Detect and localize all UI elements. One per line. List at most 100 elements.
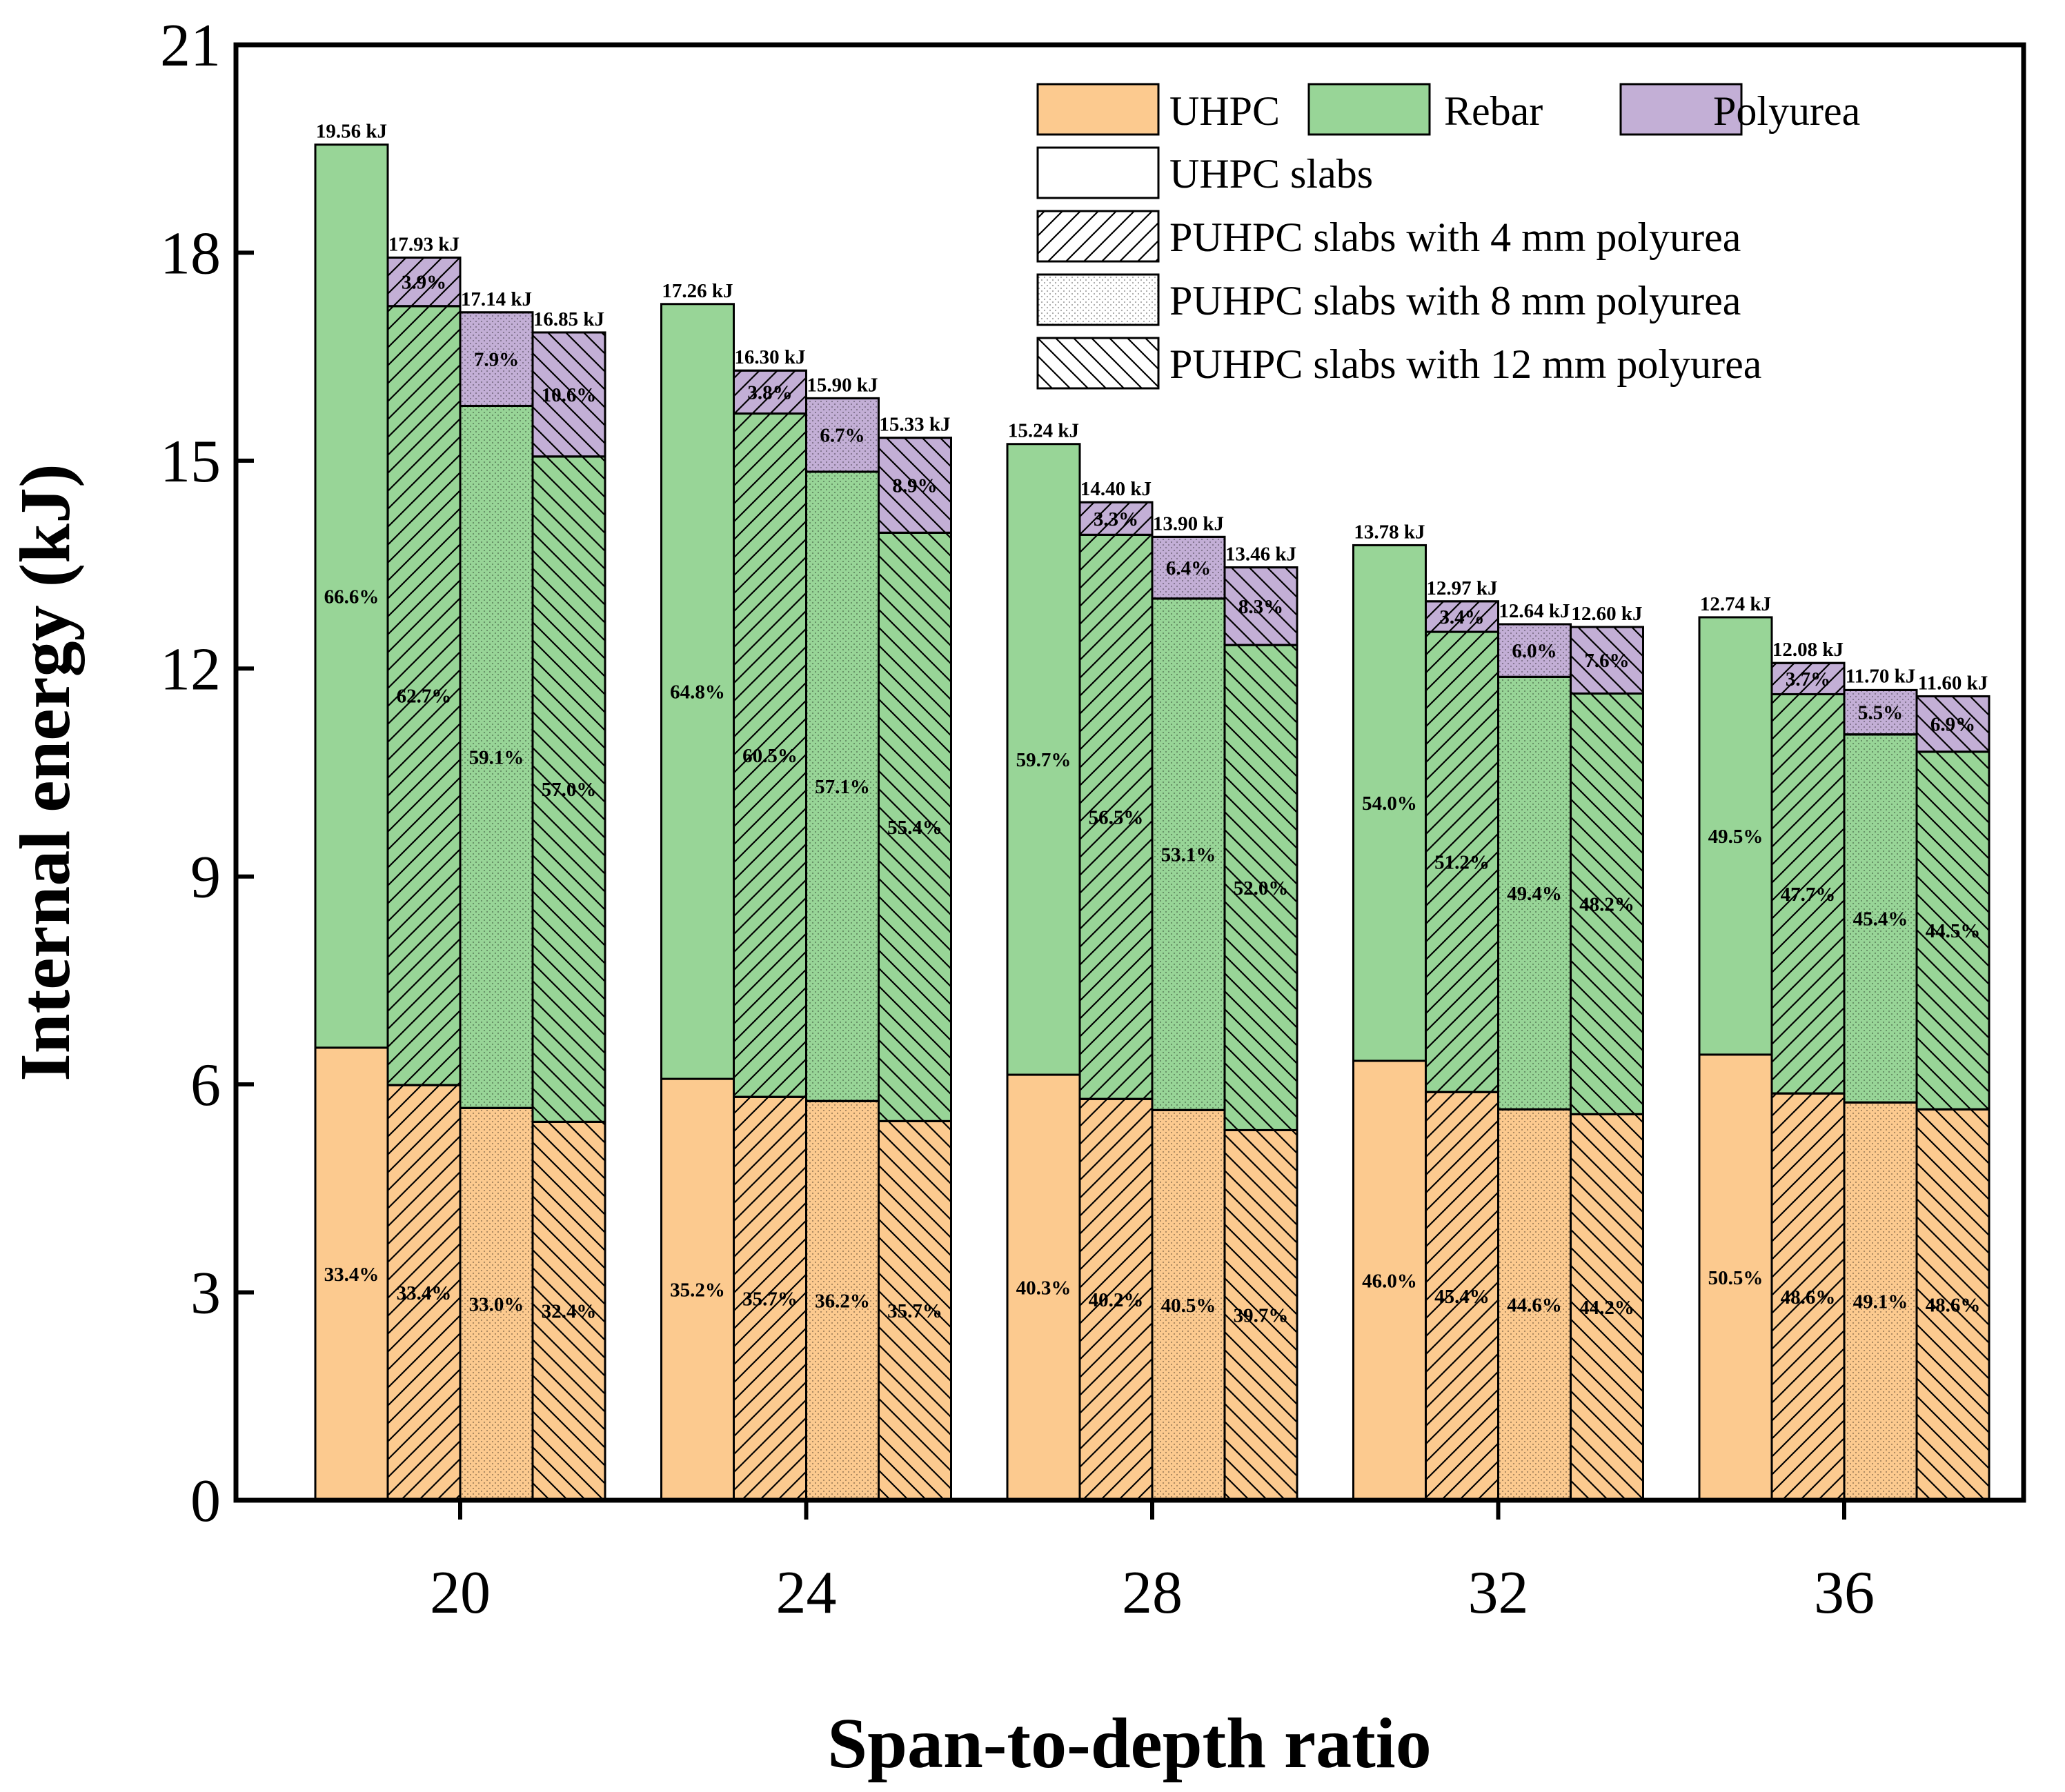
total-label-24-1: 16.30 kJ	[734, 346, 805, 368]
bar-pattern-rebar-36-1	[1770, 693, 1846, 1095]
pct-label-rebar-32-3: 48.2%	[1579, 893, 1634, 915]
bar-pattern-polyurea-32-1	[1425, 600, 1499, 633]
bar-segment-rebar-24-0	[660, 303, 735, 1080]
pct-label-rebar-28-1: 56.5%	[1089, 806, 1144, 828]
legend-swatch-rebar	[1307, 83, 1431, 136]
pct-label-uhpc-28-1: 40.2%	[1089, 1289, 1144, 1311]
y-tick-label: 21	[160, 12, 221, 79]
pct-label-rebar-20-1: 62.7%	[397, 685, 452, 707]
pct-label-rebar-32-2: 49.4%	[1507, 883, 1562, 905]
y-tick-label: 15	[160, 428, 221, 495]
bar-pattern-polyurea-24-3	[878, 437, 952, 534]
pct-label-uhpc-32-2: 44.6%	[1507, 1295, 1562, 1317]
legend-swatch-polyurea	[1619, 83, 1743, 136]
pct-label-polyurea-28-1: 3.3%	[1094, 508, 1138, 530]
bar-segment-uhpc-24-0	[660, 1077, 735, 1502]
y-tick-label: 9	[190, 844, 221, 911]
pct-label-uhpc-36-0: 50.5%	[1708, 1267, 1763, 1289]
total-label-24-3: 15.33 kJ	[879, 414, 950, 436]
legend-label-slab-0: UHPC slabs	[1169, 151, 1373, 197]
bar-pattern-polyurea-28-1	[1078, 501, 1154, 536]
legend-pattern-slab-1	[1036, 210, 1160, 263]
legend-swatch-slab-0	[1036, 146, 1160, 199]
pct-label-uhpc-24-3: 35.7%	[887, 1300, 942, 1322]
bars-layer	[314, 143, 1990, 1502]
pct-label-uhpc-28-0: 40.3%	[1016, 1277, 1071, 1300]
bar-pattern-polyurea-20-3	[531, 331, 606, 458]
pct-label-uhpc-20-3: 32.4%	[542, 1301, 597, 1323]
pct-label-rebar-28-3: 52.0%	[1234, 877, 1289, 899]
pct-label-rebar-36-2: 45.4%	[1853, 908, 1908, 930]
pct-label-rebar-24-1: 60.5%	[742, 745, 798, 767]
bar-segment-rebar-28-0	[1006, 443, 1081, 1076]
pct-label-polyurea-36-2: 5.5%	[1858, 702, 1903, 724]
pct-label-uhpc-36-1: 48.6%	[1781, 1286, 1836, 1308]
pct-label-rebar-24-3: 55.4%	[887, 817, 942, 839]
y-tick-label: 3	[190, 1260, 221, 1327]
y-tick-label: 6	[190, 1052, 221, 1119]
pct-label-polyurea-24-3: 8.9%	[892, 475, 937, 497]
bar-pattern-uhpc-36-1	[1770, 1092, 1846, 1502]
bar-pattern-polyurea-32-3	[1570, 626, 1644, 695]
pct-label-polyurea-36-1: 3.7%	[1786, 668, 1830, 690]
bar-pattern-polyurea-32-2	[1497, 623, 1572, 678]
total-label-32-2: 12.64 kJ	[1499, 600, 1570, 622]
legend-label-slab-3: PUHPC slabs with 12 mm polyurea	[1169, 341, 1761, 387]
total-label-28-3: 13.46 kJ	[1225, 544, 1296, 566]
bar-segment-rebar-32-0	[1352, 544, 1427, 1062]
bar-pattern-rebar-28-3	[1223, 644, 1298, 1131]
bar-segment-uhpc-32-0	[1352, 1059, 1427, 1502]
y-axis-title: Internal energy (kJ)	[6, 464, 85, 1081]
legend-swatch-uhpc	[1036, 83, 1160, 136]
legend-label-slab-2: PUHPC slabs with 8 mm polyurea	[1169, 278, 1741, 323]
pct-label-polyurea-24-2: 6.7%	[820, 425, 864, 447]
bar-pattern-polyurea-36-3	[1915, 695, 1990, 753]
labels-layer: 33.4% 66.6% 19.56 kJ 33.4% 62.7% 3.9% 17.93 kJ…	[316, 121, 1988, 1327]
pct-label-polyurea-24-1: 3.8%	[747, 381, 792, 404]
pct-label-uhpc-32-3: 44.2%	[1579, 1297, 1634, 1319]
bar-pattern-rebar-28-1	[1078, 533, 1154, 1100]
bar-pattern-uhpc-20-3	[531, 1120, 606, 1502]
pct-label-rebar-32-1: 51.2%	[1434, 852, 1490, 874]
pct-label-uhpc-32-0: 46.0%	[1362, 1270, 1417, 1292]
pct-label-rebar-20-0: 66.6%	[324, 586, 379, 608]
bar-pattern-uhpc-36-3	[1915, 1108, 1990, 1502]
total-label-32-1: 12.97 kJ	[1426, 577, 1497, 599]
total-label-36-2: 11.70 kJ	[1846, 665, 1916, 687]
total-label-28-0: 15.24 kJ	[1008, 420, 1079, 442]
pct-label-polyurea-36-3: 6.9%	[1930, 714, 1975, 736]
y-tick-label: 18	[160, 220, 221, 287]
x-tick-label-28: 28	[1122, 1560, 1183, 1626]
pct-label-uhpc-20-1: 33.4%	[397, 1282, 452, 1304]
pct-label-polyurea-28-3: 8.3%	[1238, 596, 1283, 618]
bar-pattern-uhpc-32-1	[1425, 1091, 1499, 1502]
pct-label-uhpc-20-2: 33.0%	[469, 1294, 524, 1316]
legend-label-slab-1: PUHPC slabs with 4 mm polyurea	[1169, 215, 1741, 260]
pct-label-uhpc-24-0: 35.2%	[670, 1280, 725, 1302]
y-tick-label: 0	[190, 1468, 221, 1535]
plot-frame	[233, 42, 2026, 1503]
bar-pattern-polyurea-36-1	[1770, 661, 1846, 695]
bar-pattern-polyurea-36-2	[1843, 688, 1918, 736]
bar-pattern-rebar-36-2	[1843, 733, 1918, 1104]
pct-label-rebar-24-0: 64.8%	[670, 681, 725, 703]
bar-pattern-polyurea-20-2	[459, 311, 534, 407]
bar-pattern-rebar-32-1	[1425, 630, 1499, 1093]
legend-label-uhpc: UHPC	[1169, 88, 1280, 134]
total-label-20-2: 17.14 kJ	[461, 288, 532, 310]
total-label-36-1: 12.08 kJ	[1772, 639, 1844, 661]
total-label-20-1: 17.93 kJ	[388, 233, 460, 255]
pct-label-polyurea-28-2: 6.4%	[1166, 557, 1211, 579]
pct-label-rebar-28-0: 59.7%	[1016, 749, 1071, 771]
bar-pattern-uhpc-20-2	[459, 1106, 534, 1502]
bar-segment-uhpc-20-0	[314, 1046, 389, 1502]
bar-pattern-uhpc-24-3	[878, 1119, 952, 1502]
pct-label-polyurea-20-1: 3.9%	[402, 272, 446, 294]
total-label-32-3: 12.60 kJ	[1571, 603, 1642, 625]
total-label-36-0: 12.74 kJ	[1700, 593, 1771, 615]
legend-pattern-slab-3	[1036, 337, 1160, 390]
bar-segment-rebar-36-0	[1698, 616, 1773, 1056]
pct-label-uhpc-28-3: 39.7%	[1234, 1305, 1289, 1327]
total-label-20-3: 16.85 kJ	[533, 308, 604, 330]
